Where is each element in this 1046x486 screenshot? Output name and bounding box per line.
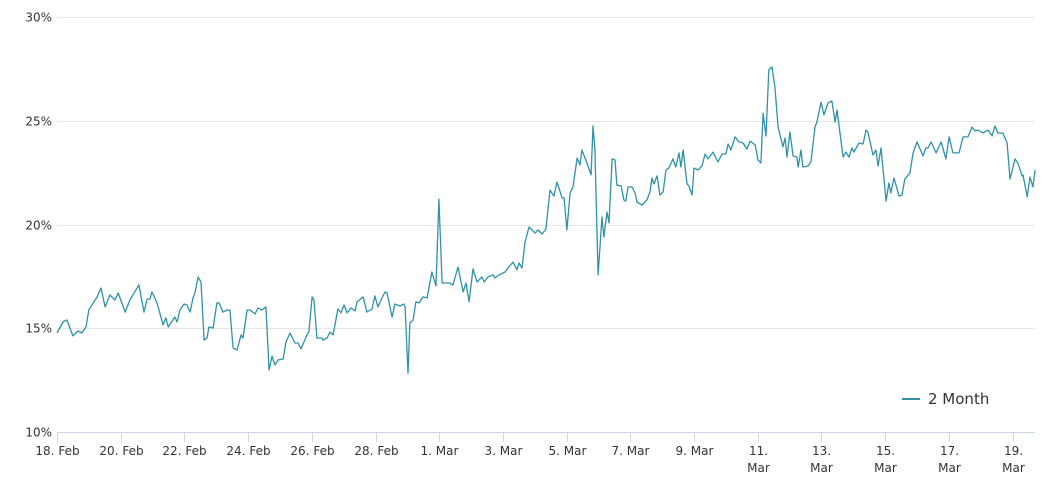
y-tick-label: 30%: [25, 11, 52, 25]
x-tick-label: 22. Feb: [162, 444, 206, 458]
legend-label: 2 Month: [928, 390, 989, 408]
gridlines: [57, 17, 1035, 329]
x-tick-label: 19. Mar: [1002, 444, 1025, 475]
x-tick-label: 15. Mar: [874, 444, 897, 475]
x-tick-label: 17. Mar: [938, 444, 961, 475]
x-tick-label: 5. Mar: [549, 444, 587, 458]
series-line-2-month[interactable]: [56, 66, 1036, 374]
x-tick-label: 28. Feb: [354, 444, 398, 458]
y-tick-label: 10%: [25, 426, 52, 440]
x-tick-label: 1. Mar: [421, 444, 459, 458]
x-tick-label: 18. Feb: [35, 444, 79, 458]
x-tick-label: 20. Feb: [99, 444, 143, 458]
y-tick-label: 15%: [25, 322, 52, 336]
x-tick-label: 26. Feb: [290, 444, 334, 458]
x-tick-label: 3. Mar: [485, 444, 523, 458]
x-tick-label: 9. Mar: [676, 444, 714, 458]
x-tick-label: 13. Mar: [810, 444, 833, 475]
x-axis: 18. Feb 20. Feb 22. Feb 24. Feb 26. Feb 28. F…: [35, 432, 1035, 475]
x-tick-label: 7. Mar: [612, 444, 650, 458]
y-axis-labels: 10% 15% 20% 25% 30%: [25, 11, 52, 440]
y-tick-label: 20%: [25, 219, 52, 233]
y-tick-label: 25%: [25, 115, 52, 129]
x-tick-label: 11. Mar: [747, 444, 770, 475]
legend-item-2-month[interactable]: 2 Month: [902, 390, 989, 408]
x-tick-label: 24. Feb: [226, 444, 270, 458]
